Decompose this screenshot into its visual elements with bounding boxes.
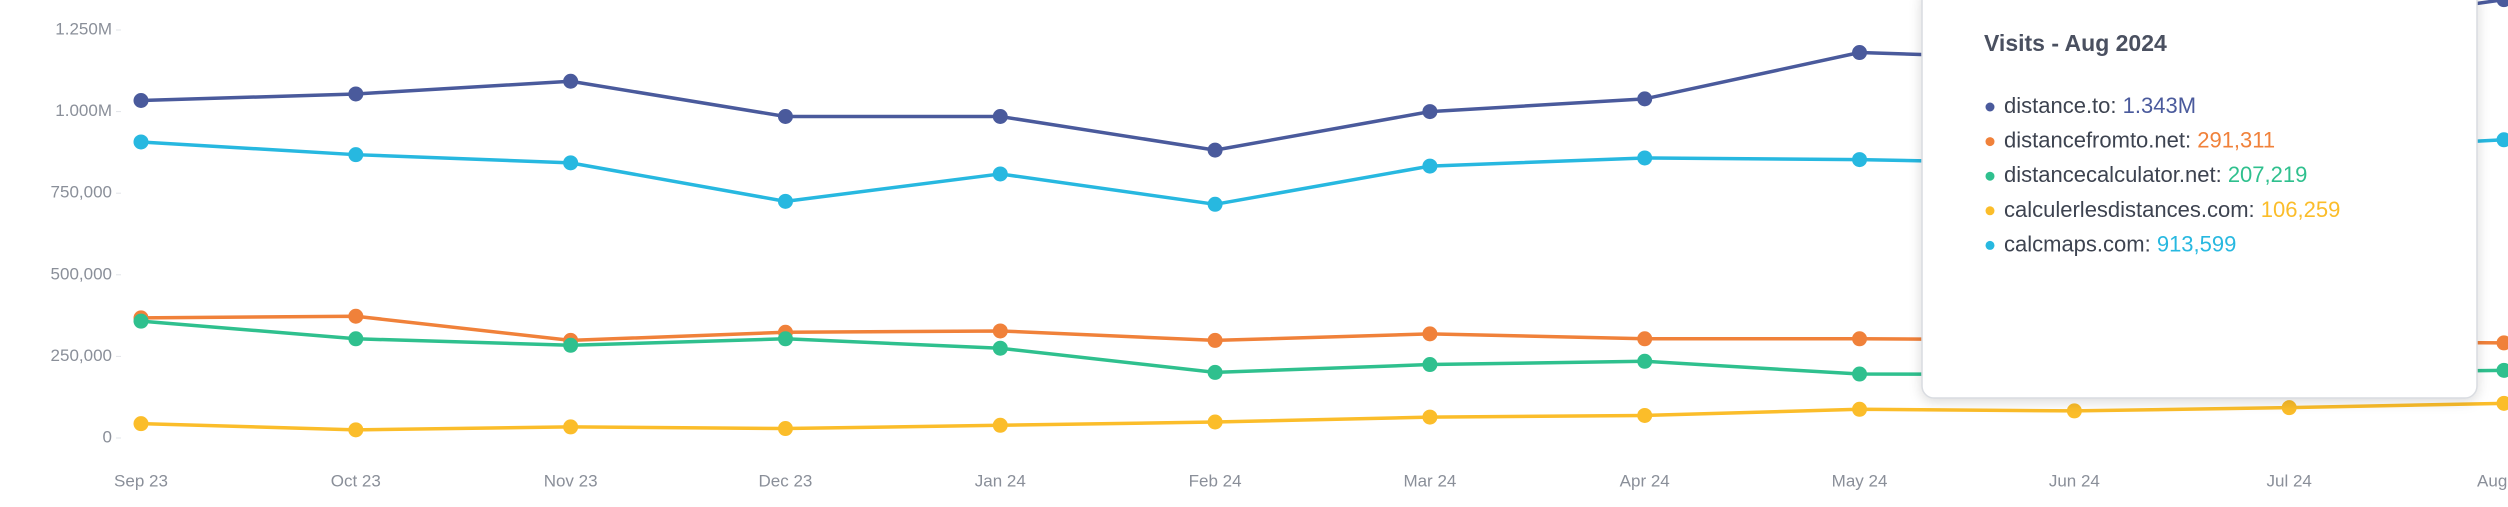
tooltip-box — [1921, 0, 2478, 399]
data-point — [1207, 196, 1223, 212]
x-tick-label: Aug 24 — [2477, 471, 2508, 490]
tooltip-value: 913,599 — [2157, 231, 2237, 256]
data-point — [1852, 331, 1868, 347]
data-point — [1637, 407, 1653, 423]
data-point — [1852, 45, 1868, 61]
tooltip-title: Visits - Aug 2024 — [1984, 30, 2167, 56]
tooltip-value: 207,219 — [2228, 162, 2308, 187]
data-point — [1637, 353, 1653, 369]
y-tick-label: 750,000 — [51, 183, 112, 202]
series-name: distance.to — [2004, 93, 2110, 118]
data-point — [992, 323, 1008, 339]
data-point — [563, 337, 579, 353]
x-tick-label: Mar 24 — [1403, 471, 1456, 490]
data-point — [563, 419, 579, 435]
data-point — [563, 73, 579, 89]
data-point — [992, 108, 1008, 124]
series-line — [140, 401, 2505, 432]
tooltip-value: 1.343M — [2123, 93, 2196, 118]
separator: : — [2216, 162, 2228, 187]
legend-dot — [1985, 240, 1995, 250]
data-point — [1422, 409, 1438, 425]
y-tick-label: 1.250M — [55, 19, 112, 38]
series-name: calcmaps.com — [2004, 231, 2145, 256]
data-point — [133, 93, 149, 109]
data-point — [2496, 0, 2508, 8]
data-point — [777, 421, 793, 437]
data-point — [992, 340, 1008, 356]
data-point — [1207, 414, 1223, 430]
data-point — [1852, 152, 1868, 168]
tooltip-item: calculerlesdistances.com: 106,259 — [2004, 197, 2340, 222]
data-point — [1207, 332, 1223, 348]
x-tick-label: Feb 24 — [1189, 471, 1242, 490]
tooltip-item: distancefromto.net: 291,311 — [2004, 127, 2275, 152]
data-point — [1852, 366, 1868, 382]
data-point — [1852, 401, 1868, 417]
x-tick-label: May 24 — [1832, 471, 1888, 490]
y-tick-label: 250,000 — [51, 346, 112, 365]
data-point — [2496, 362, 2508, 378]
data-point — [1207, 364, 1223, 380]
data-point — [1422, 326, 1438, 342]
data-point — [348, 147, 364, 163]
data-point — [348, 331, 364, 347]
data-point — [2281, 400, 2297, 416]
separator: : — [2249, 197, 2261, 222]
data-point — [1637, 331, 1653, 347]
tooltip-value: 291,311 — [2197, 127, 2275, 152]
data-point — [1422, 357, 1438, 373]
x-tick-label: Dec 23 — [759, 471, 813, 490]
data-point — [348, 86, 364, 102]
tooltip-value: 106,259 — [2261, 197, 2341, 222]
separator: : — [2185, 127, 2197, 152]
x-tick-label: Jun 24 — [2049, 471, 2100, 490]
data-point — [1207, 142, 1223, 158]
legend-dot — [1985, 206, 1995, 216]
y-tick-label: 500,000 — [51, 264, 112, 283]
data-point — [133, 134, 149, 150]
y-tick-label: 0 — [103, 427, 112, 446]
data-point — [133, 313, 149, 329]
separator: : — [2110, 93, 2122, 118]
data-point — [2496, 335, 2508, 351]
data-point — [2496, 395, 2508, 411]
series-name: distancefromto.net — [2004, 127, 2185, 152]
separator: : — [2145, 231, 2157, 256]
series-name: calculerlesdistances.com — [2004, 197, 2249, 222]
tooltip-item: calcmaps.com: 913,599 — [2004, 231, 2236, 256]
x-tick-label: Nov 23 — [544, 471, 598, 490]
data-point — [133, 416, 149, 432]
series-name: distancecalculator.net — [2004, 162, 2216, 187]
x-tick-label: Jan 24 — [975, 471, 1026, 490]
data-point — [348, 422, 364, 438]
data-point — [2496, 132, 2508, 148]
legend-dot — [1985, 102, 1995, 112]
data-point — [777, 193, 793, 209]
data-point — [348, 308, 364, 324]
data-point — [2066, 403, 2082, 419]
x-tick-label: Sep 23 — [114, 471, 168, 490]
data-point — [777, 108, 793, 124]
data-point — [1637, 91, 1653, 107]
x-tick-label: Oct 23 — [331, 471, 381, 490]
data-point — [563, 155, 579, 171]
data-point — [992, 417, 1008, 433]
legend-dot — [1985, 137, 1995, 147]
tooltip-item: distance.to: 1.343M — [2004, 93, 2196, 118]
data-point — [1422, 104, 1438, 120]
x-tick-label: Apr 24 — [1620, 471, 1670, 490]
y-tick-label: 1.000M — [55, 101, 112, 120]
data-point — [1637, 150, 1653, 166]
x-tick-label: Jul 24 — [2266, 471, 2311, 490]
data-point — [777, 331, 793, 347]
tooltip-item: distancecalculator.net: 207,219 — [2004, 162, 2307, 187]
data-point — [1422, 158, 1438, 174]
data-point — [992, 166, 1008, 182]
legend-dot — [1985, 171, 1995, 181]
